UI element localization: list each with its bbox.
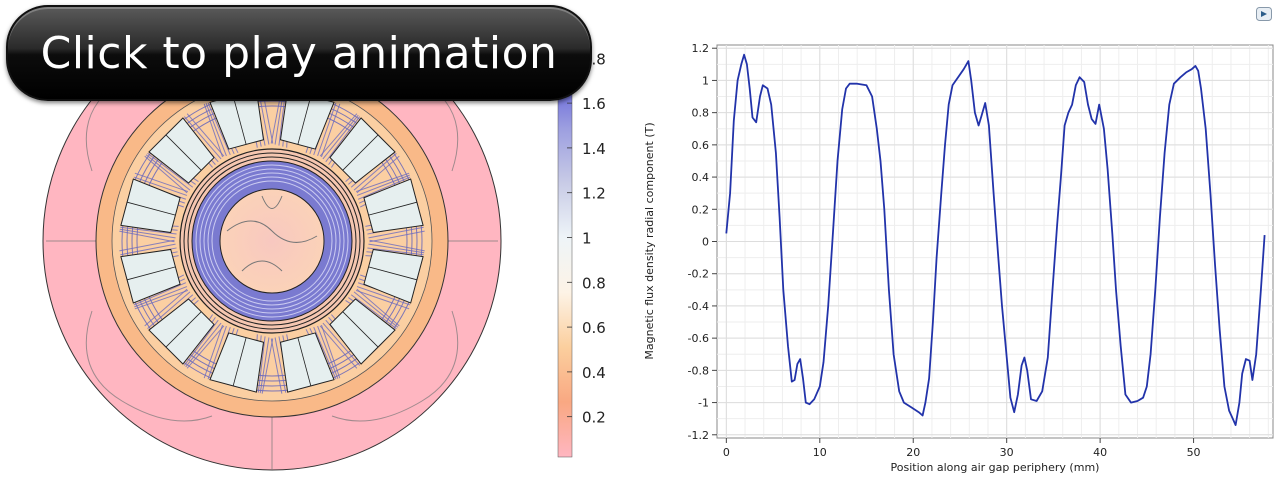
y-tick-label: -0.2 <box>688 268 709 281</box>
colorbar-tick-label: 1.2 <box>582 185 606 203</box>
stator-slot <box>119 172 189 243</box>
airgap-line <box>183 152 361 330</box>
colorbar-tick-label: 0.6 <box>582 319 606 337</box>
y-tick-label: 0 <box>702 236 709 249</box>
stator-slot <box>144 113 225 194</box>
stator-slot <box>270 88 341 158</box>
rotor-core <box>219 188 325 294</box>
stator-slot <box>319 288 400 369</box>
y-axis-label: Magnetic flux density radial component (… <box>643 122 656 359</box>
colorbar-tick-label: 0.4 <box>582 364 606 382</box>
stator-slot <box>355 239 425 310</box>
x-tick-label: 40 <box>1093 446 1107 459</box>
stator-slot <box>119 239 189 310</box>
flux-density-line-chart: 0 10 20 30 40 50 -1.2 -1 -0.8 -0.6 -0.4 -0.2 0 0.2 0.… <box>643 42 1274 474</box>
stator-slot <box>144 288 225 369</box>
rotor-contour-lines <box>226 195 318 272</box>
airgap-line <box>187 156 357 326</box>
x-tick-label: 0 <box>723 446 730 459</box>
colorbar: 0.20.40.60.811.21.41.61.8 <box>557 17 606 458</box>
y-tick-label: -0.8 <box>688 364 709 377</box>
stator-slot <box>203 324 274 394</box>
app-logo-icon <box>1256 7 1272 21</box>
stator-slot <box>270 324 341 394</box>
y-tick-label: -1.2 <box>688 429 709 442</box>
stator-slot <box>355 172 425 243</box>
y-tick-label: -1 <box>698 397 709 410</box>
play-animation-label: Click to play animation <box>40 27 558 79</box>
colorbar-tick-label: 1.6 <box>582 95 606 113</box>
x-tick-label: 20 <box>906 446 920 459</box>
y-tick-label: 0.4 <box>692 171 710 184</box>
y-tick-label: 1.2 <box>692 42 710 55</box>
colorbar-tick-label: 0.2 <box>582 409 606 427</box>
y-tick-label: 0.2 <box>692 203 710 216</box>
y-tick-label: 1 <box>702 74 709 87</box>
colorbar-tick-label: 0.8 <box>582 274 606 292</box>
y-tick-label: -0.4 <box>688 300 709 313</box>
colorbar-tick-label: 1 <box>582 230 592 248</box>
x-tick-label: 10 <box>813 446 827 459</box>
rotor-flux-lines <box>195 164 349 318</box>
y-tick-label: -0.6 <box>688 332 709 345</box>
x-axis-label: Position along air gap periphery (mm) <box>891 461 1100 474</box>
motor-field-plot <box>42 11 502 471</box>
play-animation-button[interactable]: Click to play animation <box>6 5 592 101</box>
stator-slots <box>119 88 425 394</box>
stator-slot <box>319 113 400 194</box>
x-tick-label: 30 <box>1000 446 1014 459</box>
colorbar-tick-label: 1.4 <box>582 140 606 158</box>
y-tick-label: 0.6 <box>692 139 710 152</box>
x-tick-label: 50 <box>1187 446 1201 459</box>
y-tick-label: 0.8 <box>692 107 710 120</box>
series-line <box>725 53 1266 426</box>
